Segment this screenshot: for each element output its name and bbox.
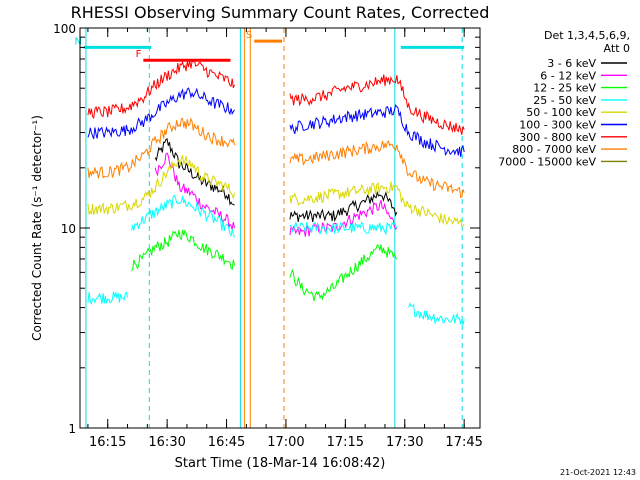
- series-line: [289, 199, 398, 237]
- axes: 1 10 100 16:15 16:30 16:45 17:00 17:15 17:30 17:4…: [53, 22, 483, 450]
- series-line: [289, 74, 465, 135]
- legend-header-line2: Att 0: [604, 42, 630, 55]
- legend-label: 7000 - 15000 keV: [498, 155, 596, 168]
- y-tick-label: 100: [53, 22, 76, 36]
- flag-label: N: [74, 36, 81, 47]
- series-line: [87, 154, 235, 216]
- y-tick-label: 1: [68, 422, 76, 436]
- x-tick-label: 16:45: [208, 435, 245, 450]
- x-tick-label: 17:00: [267, 435, 304, 450]
- series-line: [289, 244, 398, 302]
- series-line: [87, 58, 235, 120]
- footer-timestamp: 21-Oct-2021 12:43: [560, 468, 636, 477]
- legend-label: 3 - 6 keV: [547, 57, 596, 70]
- y-axis-label: Corrected Count Rate (s⁻¹ detector⁻¹): [30, 115, 44, 341]
- series-line: [87, 117, 235, 179]
- series-line: [289, 104, 465, 158]
- legend-label: 300 - 800 keV: [519, 131, 596, 144]
- legend-label: 6 - 12 keV: [540, 69, 596, 82]
- x-tick-label: 17:45: [445, 435, 482, 450]
- x-axis-label: Start Time (18-Mar-14 16:08:42): [175, 456, 386, 471]
- series-line: [87, 290, 128, 305]
- x-tick-label: 16:30: [148, 435, 185, 450]
- series-line: [408, 302, 465, 326]
- series-line: [131, 228, 235, 272]
- series-line: [154, 152, 235, 230]
- series-line: [154, 138, 235, 206]
- flag-label: S: [246, 30, 252, 41]
- x-tick-label: 16:15: [89, 435, 126, 450]
- series-line: [289, 181, 465, 227]
- y-tick-label: 10: [61, 222, 76, 236]
- x-tick-label: 17:15: [327, 435, 364, 450]
- legend-label: 100 - 300 keV: [519, 119, 596, 132]
- series-line: [131, 194, 235, 238]
- series-line: [289, 190, 398, 223]
- legend-label: 25 - 50 keV: [533, 94, 596, 107]
- legend-label: 50 - 100 keV: [526, 106, 596, 119]
- legend-label: 800 - 7000 keV: [512, 143, 596, 156]
- series-lines: [87, 58, 465, 326]
- legend-label: 12 - 25 keV: [533, 82, 596, 95]
- flag-label: F: [136, 49, 142, 60]
- series-line: [87, 87, 235, 140]
- x-tick-label: 17:30: [386, 435, 423, 450]
- flag-bars: N F S: [74, 30, 465, 62]
- chart-title: RHESSI Observing Summary Count Rates, Co…: [71, 3, 490, 22]
- series-line: [289, 139, 465, 199]
- series-line: [289, 221, 398, 236]
- legend-header-line1: Det 1,3,4,5,6,9,: [544, 29, 630, 42]
